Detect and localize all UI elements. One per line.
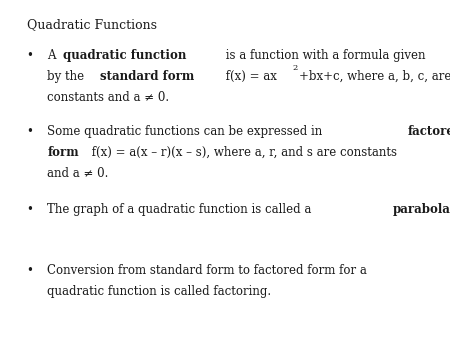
Text: •: • [26, 125, 33, 138]
Text: 2: 2 [292, 64, 297, 72]
Text: f(x) = a(x – r)(x – s), where a, r, and s are constants: f(x) = a(x – r)(x – s), where a, r, and … [88, 146, 397, 159]
Text: is a function with a formula given: is a function with a formula given [222, 49, 426, 62]
Text: A: A [47, 49, 59, 62]
Text: parabola: parabola [393, 203, 450, 216]
Text: Some quadratic functions can be expressed in: Some quadratic functions can be expresse… [47, 125, 326, 138]
Text: quadratic function is called factoring.: quadratic function is called factoring. [47, 285, 271, 297]
Text: The graph of a quadratic function is called a: The graph of a quadratic function is cal… [47, 203, 315, 216]
Text: •: • [26, 203, 33, 216]
Text: Conversion from standard form to factored form for a: Conversion from standard form to factore… [47, 264, 367, 276]
Text: •: • [26, 264, 33, 276]
Text: and a ≠ 0.: and a ≠ 0. [47, 167, 108, 180]
Text: standard form: standard form [100, 70, 194, 83]
Text: form: form [47, 146, 79, 159]
Text: •: • [26, 49, 33, 62]
Text: +bx+c, where a, b, c, are: +bx+c, where a, b, c, are [299, 70, 450, 83]
Text: constants and a ≠ 0.: constants and a ≠ 0. [47, 91, 169, 104]
Text: quadratic function: quadratic function [63, 49, 186, 62]
Text: by the: by the [47, 70, 88, 83]
Text: f(x) = ax: f(x) = ax [221, 70, 276, 83]
Text: Quadratic Functions: Quadratic Functions [27, 19, 157, 31]
Text: factored: factored [407, 125, 450, 138]
